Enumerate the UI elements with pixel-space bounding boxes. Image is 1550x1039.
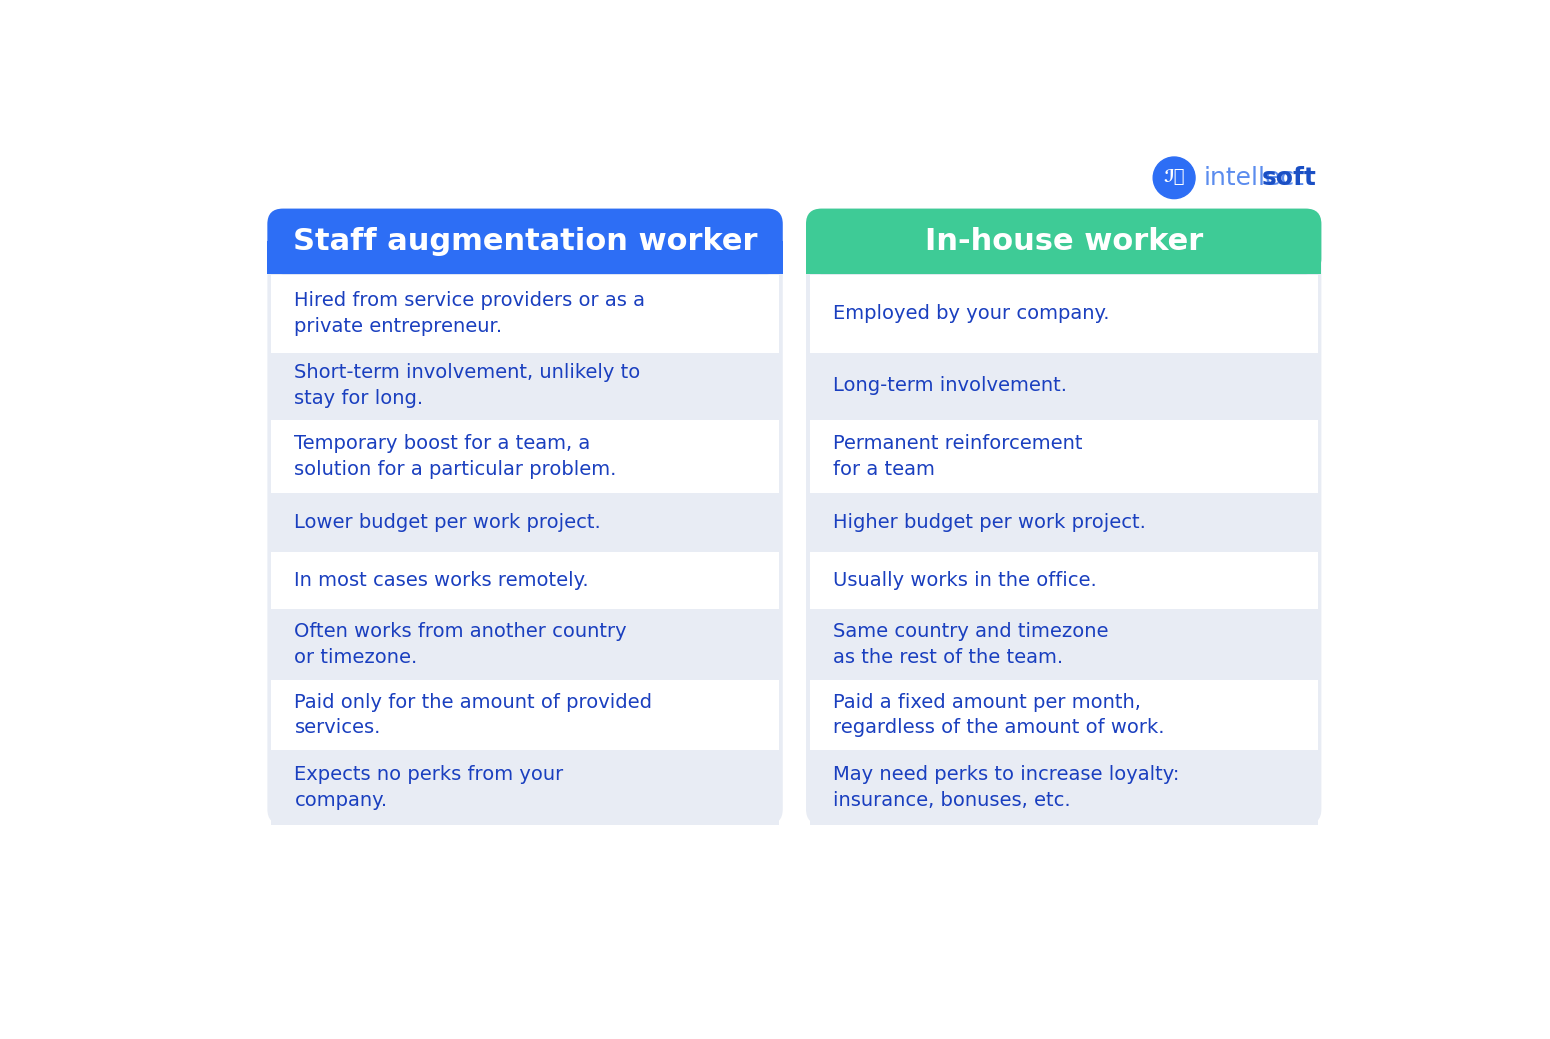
FancyBboxPatch shape	[806, 209, 1321, 825]
Bar	[806, 241, 1321, 274]
Bar	[809, 495, 1318, 552]
Bar	[271, 681, 778, 750]
Text: Hired from service providers or as a
private entrepreneur.: Hired from service providers or as a pri…	[294, 291, 645, 336]
Bar	[809, 353, 1318, 419]
Text: Long-term involvement.: Long-term involvement.	[834, 376, 1066, 395]
Text: Same country and timezone
as the rest of the team.: Same country and timezone as the rest of…	[834, 622, 1108, 667]
Text: Paid a fixed amount per month,
regardless of the amount of work.: Paid a fixed amount per month, regardles…	[834, 693, 1164, 738]
Bar	[271, 751, 778, 825]
Text: Usually works in the office.: Usually works in the office.	[834, 570, 1097, 590]
Text: Temporary boost for a team, a
solution for a particular problem.: Temporary boost for a team, a solution f…	[294, 434, 617, 479]
Bar	[271, 495, 778, 552]
Bar	[267, 241, 783, 274]
Text: soft: soft	[1262, 166, 1316, 190]
FancyBboxPatch shape	[267, 209, 783, 825]
Text: In-house worker: In-house worker	[924, 227, 1203, 256]
Text: ℐ𝒯: ℐ𝒯	[1164, 168, 1184, 186]
Bar	[809, 420, 1318, 494]
Text: In most cases works remotely.: In most cases works remotely.	[294, 570, 589, 590]
Text: Permanent reinforcement
for a team: Permanent reinforcement for a team	[834, 434, 1082, 479]
Text: Lower budget per work project.: Lower budget per work project.	[294, 513, 601, 532]
Text: Often works from another country
or timezone.: Often works from another country or time…	[294, 622, 628, 667]
Bar	[809, 751, 1318, 825]
Bar	[271, 353, 778, 419]
Text: Short-term involvement, unlikely to
stay for long.: Short-term involvement, unlikely to stay…	[294, 364, 640, 408]
Bar	[271, 275, 778, 352]
Circle shape	[1153, 157, 1195, 198]
Text: intellect: intellect	[1204, 166, 1305, 190]
Bar	[809, 552, 1318, 609]
Text: Staff augmentation worker: Staff augmentation worker	[293, 227, 758, 256]
Text: Expects no perks from your
company.: Expects no perks from your company.	[294, 765, 564, 809]
Text: Paid only for the amount of provided
services.: Paid only for the amount of provided ser…	[294, 693, 653, 738]
Text: Higher budget per work project.: Higher budget per work project.	[834, 513, 1145, 532]
FancyBboxPatch shape	[267, 209, 783, 274]
Bar	[271, 420, 778, 494]
Bar	[271, 552, 778, 609]
Bar	[809, 275, 1318, 352]
Bar	[809, 610, 1318, 680]
FancyBboxPatch shape	[806, 209, 1321, 274]
Text: May need perks to increase loyalty:
insurance, bonuses, etc.: May need perks to increase loyalty: insu…	[834, 765, 1180, 809]
Bar	[271, 610, 778, 680]
Text: Employed by your company.: Employed by your company.	[834, 303, 1110, 323]
Bar	[809, 681, 1318, 750]
